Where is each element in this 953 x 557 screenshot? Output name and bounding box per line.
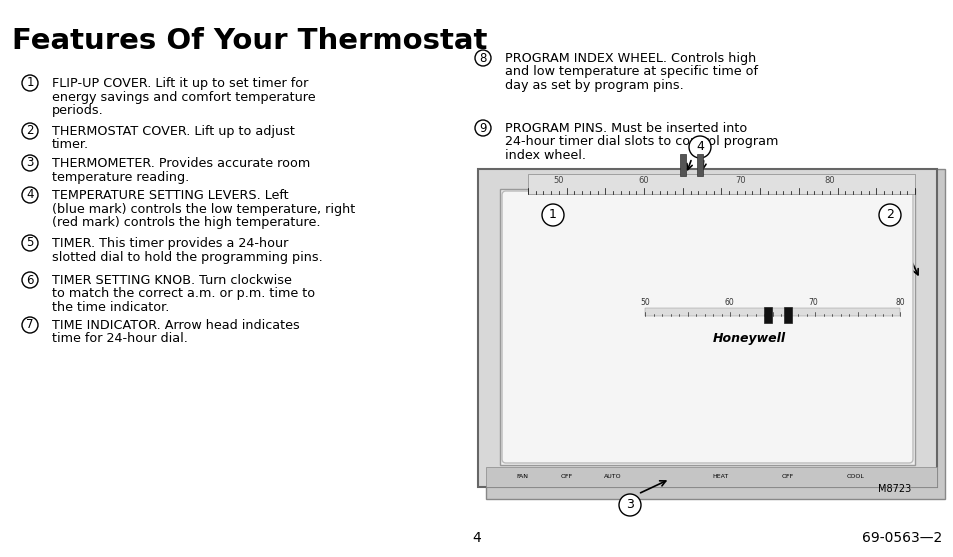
Text: AUTO: AUTO bbox=[603, 475, 620, 480]
Circle shape bbox=[22, 155, 38, 171]
Bar bbox=[783, 307, 791, 323]
Bar bbox=[527, 174, 914, 194]
Text: PROGRAM PINS. Must be inserted into: PROGRAM PINS. Must be inserted into bbox=[504, 122, 746, 135]
Circle shape bbox=[22, 235, 38, 251]
Text: OFF: OFF bbox=[781, 475, 794, 480]
Text: THERMOSTAT COVER. Lift up to adjust: THERMOSTAT COVER. Lift up to adjust bbox=[52, 125, 294, 138]
Text: 80: 80 bbox=[894, 298, 903, 307]
Text: 4: 4 bbox=[472, 531, 481, 545]
Text: 1: 1 bbox=[27, 76, 33, 90]
Bar bbox=[697, 154, 702, 176]
Bar bbox=[762, 307, 771, 323]
Bar bbox=[679, 154, 685, 176]
Bar bbox=[485, 467, 936, 487]
Circle shape bbox=[22, 272, 38, 288]
Text: THERMOMETER. Provides accurate room: THERMOMETER. Provides accurate room bbox=[52, 157, 310, 170]
Text: the time indicator.: the time indicator. bbox=[52, 301, 170, 314]
Text: 4: 4 bbox=[696, 140, 703, 154]
Text: 6: 6 bbox=[27, 273, 33, 286]
Bar bbox=[644, 308, 899, 316]
Text: PROGRAM INDEX WHEEL. Controls high: PROGRAM INDEX WHEEL. Controls high bbox=[504, 52, 756, 65]
Text: HEAT: HEAT bbox=[712, 475, 728, 480]
Text: 1: 1 bbox=[549, 208, 557, 222]
Text: TIMER. This timer provides a 24-hour: TIMER. This timer provides a 24-hour bbox=[52, 237, 288, 250]
Text: 8: 8 bbox=[478, 51, 486, 65]
Text: COOL: COOL bbox=[846, 475, 863, 480]
Circle shape bbox=[22, 317, 38, 333]
Circle shape bbox=[475, 50, 491, 66]
Circle shape bbox=[688, 136, 710, 158]
FancyBboxPatch shape bbox=[501, 191, 912, 463]
Circle shape bbox=[541, 204, 563, 226]
Text: 50: 50 bbox=[553, 176, 563, 185]
Text: timer.: timer. bbox=[52, 139, 89, 152]
Text: periods.: periods. bbox=[52, 104, 104, 117]
Text: OFF: OFF bbox=[560, 475, 573, 480]
Text: 24-hour timer dial slots to control program: 24-hour timer dial slots to control prog… bbox=[504, 135, 778, 149]
Bar bbox=[477, 169, 936, 487]
Text: (red mark) controls the high temperature.: (red mark) controls the high temperature… bbox=[52, 216, 320, 229]
Circle shape bbox=[878, 204, 900, 226]
Text: index wheel.: index wheel. bbox=[504, 149, 585, 162]
Text: 3: 3 bbox=[625, 499, 634, 511]
Text: 70: 70 bbox=[807, 298, 818, 307]
Text: (blue mark) controls the low temperature, right: (blue mark) controls the low temperature… bbox=[52, 203, 355, 216]
Text: M8723: M8723 bbox=[877, 484, 910, 494]
Text: Honeywell: Honeywell bbox=[712, 332, 784, 345]
Text: 2: 2 bbox=[885, 208, 893, 222]
Text: 4: 4 bbox=[27, 188, 33, 202]
Text: 69-0563—2: 69-0563—2 bbox=[861, 531, 941, 545]
Bar bbox=[485, 169, 944, 499]
Text: and low temperature at specific time of: and low temperature at specific time of bbox=[504, 66, 758, 79]
Text: day as set by program pins.: day as set by program pins. bbox=[504, 79, 683, 92]
Text: 5: 5 bbox=[27, 237, 33, 250]
Text: 9: 9 bbox=[478, 121, 486, 134]
Text: FAN: FAN bbox=[516, 475, 528, 480]
Bar bbox=[499, 189, 914, 465]
Text: to match the correct a.m. or p.m. time to: to match the correct a.m. or p.m. time t… bbox=[52, 287, 314, 300]
Text: temperature reading.: temperature reading. bbox=[52, 170, 189, 183]
Text: FLIP-UP COVER. Lift it up to set timer for: FLIP-UP COVER. Lift it up to set timer f… bbox=[52, 77, 308, 90]
Text: TIME INDICATOR. Arrow head indicates: TIME INDICATOR. Arrow head indicates bbox=[52, 319, 299, 332]
Circle shape bbox=[475, 120, 491, 136]
Text: 2: 2 bbox=[27, 125, 33, 138]
Text: 50: 50 bbox=[639, 298, 649, 307]
Text: 3: 3 bbox=[27, 157, 33, 169]
Text: energy savings and comfort temperature: energy savings and comfort temperature bbox=[52, 90, 315, 104]
Text: slotted dial to hold the programming pins.: slotted dial to hold the programming pin… bbox=[52, 251, 322, 263]
Text: 7: 7 bbox=[27, 319, 33, 331]
Circle shape bbox=[22, 75, 38, 91]
Circle shape bbox=[22, 187, 38, 203]
Text: 70: 70 bbox=[735, 176, 745, 185]
Text: 60: 60 bbox=[639, 176, 649, 185]
Text: time for 24-hour dial.: time for 24-hour dial. bbox=[52, 333, 188, 345]
Text: Features Of Your Thermostat: Features Of Your Thermostat bbox=[12, 27, 487, 55]
Text: 60: 60 bbox=[723, 298, 734, 307]
Text: TIMER SETTING KNOB. Turn clockwise: TIMER SETTING KNOB. Turn clockwise bbox=[52, 274, 292, 287]
Text: 80: 80 bbox=[823, 176, 834, 185]
Circle shape bbox=[22, 123, 38, 139]
Text: TEMPERATURE SETTING LEVERS. Left: TEMPERATURE SETTING LEVERS. Left bbox=[52, 189, 289, 202]
Circle shape bbox=[618, 494, 640, 516]
